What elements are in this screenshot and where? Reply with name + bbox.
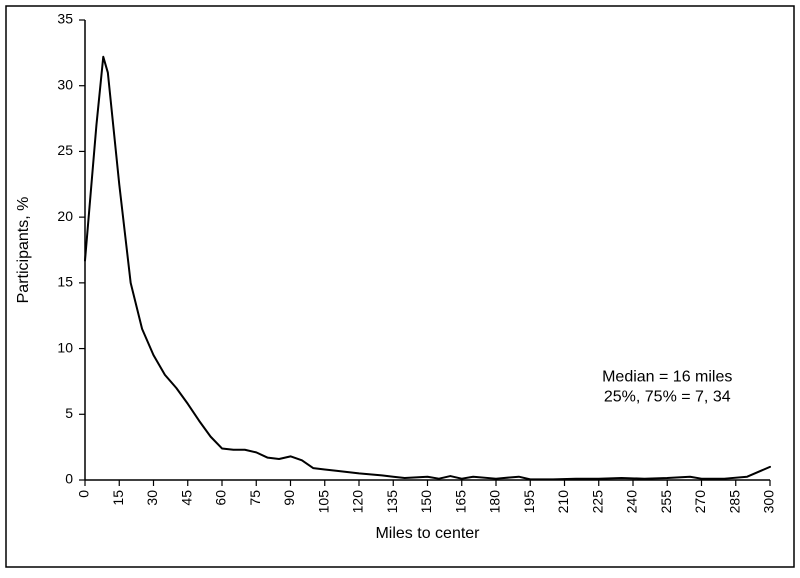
y-tick-label: 20: [57, 208, 73, 224]
y-axis-title: Participants, %: [15, 197, 32, 304]
x-tick-label: 30: [144, 490, 160, 506]
annotation-line1: Median = 16 miles: [602, 368, 732, 385]
x-tick-label: 210: [555, 490, 571, 514]
x-tick-label: 135: [384, 490, 400, 514]
data-line: [85, 57, 770, 480]
x-tick-label: 105: [315, 490, 331, 514]
x-tick-label: 45: [178, 490, 194, 506]
x-axis-title: Miles to center: [375, 525, 480, 542]
x-tick-label: 75: [247, 490, 263, 506]
x-tick-label: 225: [589, 490, 605, 514]
distribution-chart: 0 5 10 15 20 25 30 35 0 15 30 45 60 75 90 105 120 135 150 1…: [0, 0, 800, 573]
x-tick-label: 60: [213, 490, 229, 506]
y-tick-label: 0: [65, 471, 73, 487]
x-tick-label: 150: [418, 490, 434, 514]
y-tick-label: 25: [57, 142, 73, 158]
x-tick-label: 180: [487, 490, 503, 514]
x-tick-label: 285: [726, 490, 742, 514]
x-tick-label: 240: [624, 490, 640, 514]
x-tick-label: 165: [452, 490, 468, 514]
y-tick-label: 10: [57, 339, 73, 355]
y-tick-label: 30: [57, 76, 73, 92]
x-tick-label: 270: [692, 490, 708, 514]
x-tick-label: 0: [76, 490, 92, 498]
x-tick-label: 300: [761, 490, 777, 514]
x-tick-label: 15: [110, 490, 126, 506]
x-tick-label: 90: [281, 490, 297, 506]
y-tick-label: 35: [57, 11, 73, 27]
annotation-line2: 25%, 75% = 7, 34: [604, 388, 731, 405]
x-tick-label: 120: [350, 490, 366, 514]
x-tick-label: 255: [658, 490, 674, 514]
chart-frame: [6, 6, 794, 567]
y-tick-label: 15: [57, 274, 73, 290]
x-tick-label: 195: [521, 490, 537, 514]
y-tick-label: 5: [65, 405, 73, 421]
